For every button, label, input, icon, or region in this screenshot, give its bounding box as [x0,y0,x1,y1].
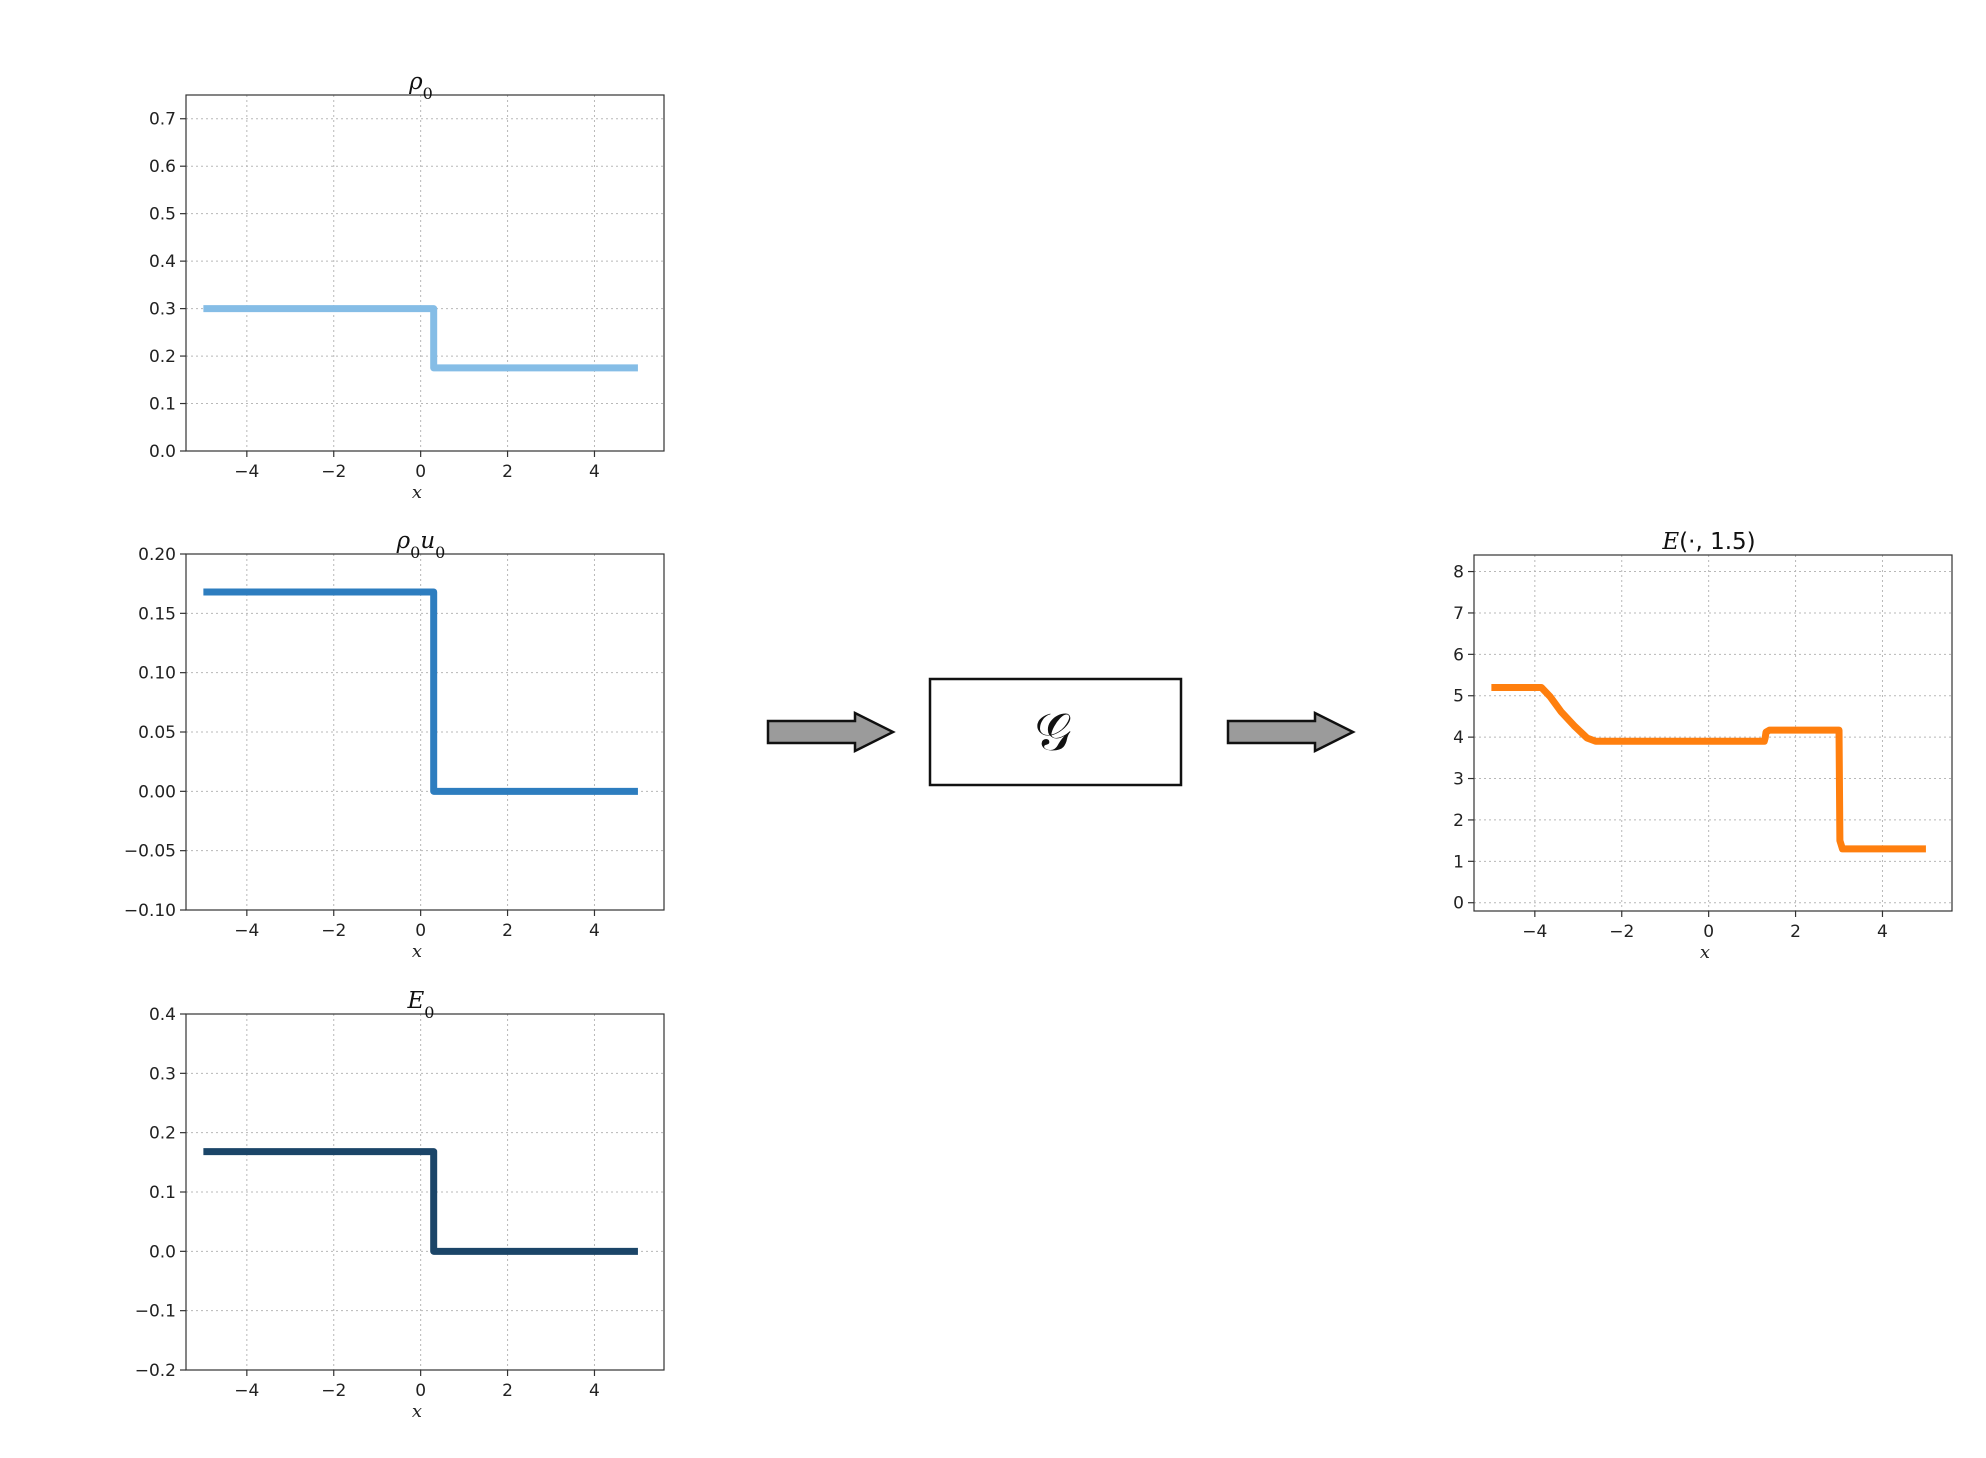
operator-symbol: 𝒢 [1034,703,1071,763]
y-tick-label: −0.2 [135,1361,176,1381]
title-subscript: 0 [435,543,445,562]
y-tick-label: 3 [1453,770,1464,790]
y-tick-label: 0.0 [149,442,176,462]
title-subscript: 0 [423,84,433,103]
y-tick-label: 2 [1453,811,1464,831]
x-tick-label: 2 [502,1381,513,1401]
x-tick-label: −4 [1522,922,1547,942]
x-tick-label: −2 [321,1381,346,1401]
x-tick-label: 4 [589,921,600,941]
x-axis-label: x [412,482,422,503]
series-line [1491,683,1926,853]
y-tick-label: 5 [1453,687,1464,707]
axes-frame [1473,554,1953,912]
y-tick-label: 0.15 [138,604,176,624]
y-tick-label: 0.20 [138,545,176,565]
x-tick-label: 2 [502,462,513,482]
E-output-chart: −4 −2 0 2 4 0 1 2 3 4 5 6 7 8 x E(·, 1.5) [1453,529,1953,963]
y-tick-label: 0.05 [138,723,176,743]
axes-frame [185,94,665,452]
y-tick-label: 6 [1453,645,1464,665]
rho0u0-chart: −4 −2 0 2 4−0.10−0.050.000.050.100.150.20xρ0… [124,528,665,962]
title-subscript: 0 [424,1003,434,1022]
title-part: E [1661,529,1679,555]
y-tick-label: 0.2 [149,347,176,367]
y-tick-label: 0.5 [149,205,176,225]
y-tick-label: 4 [1453,728,1464,748]
title-subscript: 0 [410,543,420,562]
y-tick-label: 0.6 [149,157,176,177]
x-tick-label: 4 [589,1381,600,1401]
y-tick-label: 0.2 [149,1124,176,1144]
y-tick-label: 7 [1453,604,1464,624]
y-tick-label: −0.10 [124,901,176,921]
title-part: u [420,528,435,554]
x-tick-label: −2 [1609,922,1634,942]
x-tick-label: 0 [1703,922,1714,942]
y-tick-label: 0.00 [138,782,176,802]
chart-title: E0 [407,988,435,1022]
y-tick-label: 0.3 [149,300,176,320]
y-tick-label: 0.7 [149,110,176,130]
y-tick-label: −0.1 [135,1302,176,1322]
operator-box: 𝒢 [928,677,1183,787]
x-tick-label: 2 [1790,922,1801,942]
x-axis-label: x [1700,942,1710,963]
series-line [203,1148,638,1255]
x-tick-label: 4 [589,462,600,482]
series-line [203,305,638,372]
y-tick-label: 0.0 [149,1242,176,1262]
chart-title: E(·, 1.5) [1661,529,1755,555]
title-part: E [407,988,425,1014]
x-tick-label: 2 [502,921,513,941]
x-tick-label: 0 [415,462,426,482]
input-arrow [766,710,896,754]
x-tick-label: 0 [415,1381,426,1401]
title-part: (·, 1.5) [1679,529,1755,555]
chart-title: ρ0u0 [396,528,446,562]
title-part: ρ [408,69,423,95]
chart-title: ρ0 [408,69,433,103]
x-tick-label: 0 [415,921,426,941]
series-line [203,588,638,795]
y-tick-label: 0.10 [138,664,176,684]
x-tick-label: −2 [321,921,346,941]
y-tick-label: 0.1 [149,395,176,415]
y-tick-label: 8 [1453,563,1464,583]
y-tick-label: 0.4 [149,252,176,272]
y-tick-label: 0.4 [149,1005,176,1025]
y-tick-label: 0.3 [149,1064,176,1084]
x-axis-label: x [412,1401,422,1422]
output-arrow [1226,710,1356,754]
x-tick-label: −2 [321,462,346,482]
x-tick-label: −4 [234,921,259,941]
y-tick-label: 0 [1453,894,1464,914]
y-tick-label: 1 [1453,852,1464,872]
title-part: ρ [396,528,411,554]
x-tick-label: −4 [234,1381,259,1401]
y-tick-label: −0.05 [124,842,176,862]
x-tick-label: 4 [1877,922,1888,942]
x-tick-label: −4 [234,462,259,482]
x-axis-label: x [412,941,422,962]
y-tick-label: 0.1 [149,1183,176,1203]
